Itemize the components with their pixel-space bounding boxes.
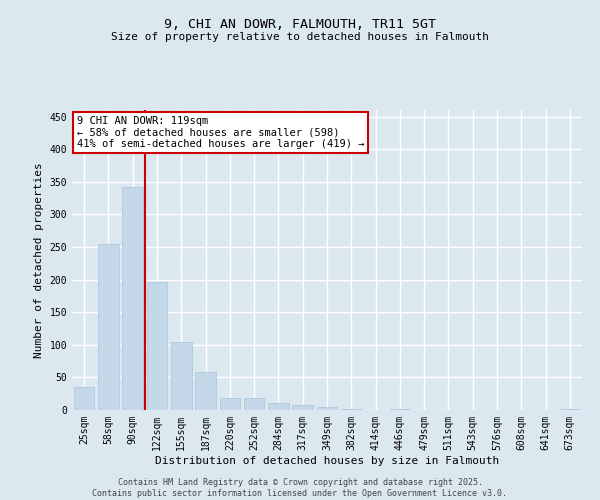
Bar <box>98 244 119 410</box>
X-axis label: Distribution of detached houses by size in Falmouth: Distribution of detached houses by size … <box>155 456 499 466</box>
Text: Contains HM Land Registry data © Crown copyright and database right 2025.
Contai: Contains HM Land Registry data © Crown c… <box>92 478 508 498</box>
Bar <box>74 387 94 410</box>
Text: 9 CHI AN DOWR: 119sqm
← 58% of detached houses are smaller (598)
41% of semi-det: 9 CHI AN DOWR: 119sqm ← 58% of detached … <box>77 116 365 149</box>
Bar <box>171 342 191 410</box>
Bar <box>317 408 337 410</box>
Bar <box>244 398 265 410</box>
Bar <box>122 187 143 410</box>
Bar <box>220 398 240 410</box>
Text: 9, CHI AN DOWR, FALMOUTH, TR11 5GT: 9, CHI AN DOWR, FALMOUTH, TR11 5GT <box>164 18 436 30</box>
Bar <box>146 282 167 410</box>
Bar <box>195 372 216 410</box>
Bar <box>292 406 313 410</box>
Text: Size of property relative to detached houses in Falmouth: Size of property relative to detached ho… <box>111 32 489 42</box>
Bar <box>560 408 580 410</box>
Y-axis label: Number of detached properties: Number of detached properties <box>34 162 44 358</box>
Bar <box>268 404 289 410</box>
